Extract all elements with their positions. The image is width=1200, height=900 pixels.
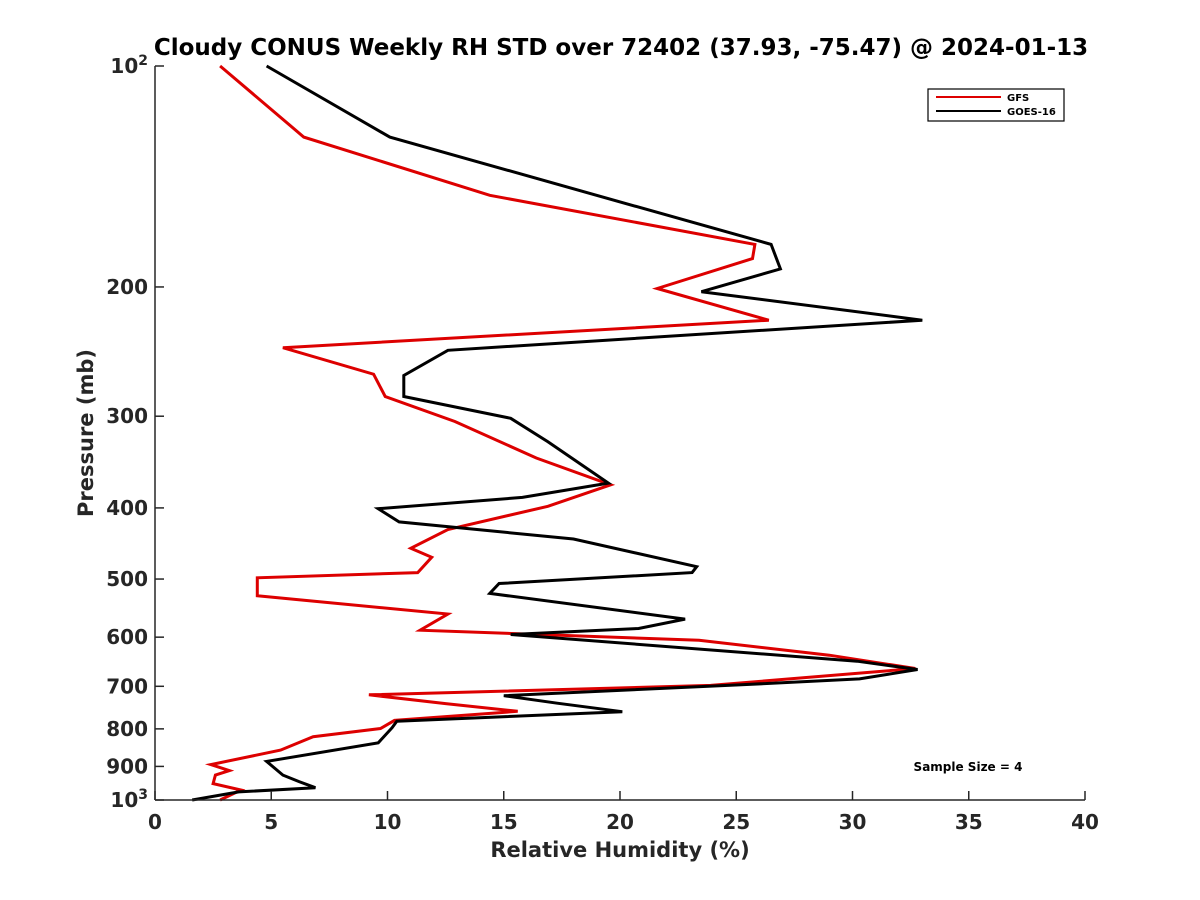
- y-tick-label-base-700: 700: [106, 674, 148, 698]
- x-tick-label-30: 30: [839, 810, 867, 834]
- y-tick-label-base-800: 800: [106, 717, 148, 741]
- sample-size-annotation: Sample Size = 4: [914, 760, 1023, 774]
- y-tick-label-base-1000: 10: [110, 788, 138, 812]
- y-tick-label-100: 102: [110, 53, 148, 78]
- y-tick-label-base-900: 900: [106, 754, 148, 778]
- y-tick-label-base-500: 500: [106, 567, 148, 591]
- x-tick-label-5: 5: [264, 810, 278, 834]
- x-tick-label-35: 35: [955, 810, 983, 834]
- y-tick-label-base-300: 300: [106, 404, 148, 428]
- y-tick-label-400: 400: [106, 496, 148, 520]
- y-tick-label-base-400: 400: [106, 496, 148, 520]
- x-axis-ticks: 0 5 10 15 20 25 30 35 40: [148, 791, 1099, 834]
- y-tick-label-500: 500: [106, 567, 148, 591]
- y-tick-label-exponent-1000: 3: [138, 787, 148, 803]
- plot-area: [191, 64, 923, 802]
- x-tick-label-20: 20: [606, 810, 634, 834]
- x-tick-label-25: 25: [722, 810, 750, 834]
- x-tick-label-40: 40: [1071, 810, 1099, 834]
- legend-label-gfs: GFS: [1007, 93, 1029, 104]
- y-tick-label-base-100: 10: [110, 54, 138, 78]
- x-tick-label-0: 0: [148, 810, 162, 834]
- legend: GFS GOES-16: [927, 88, 1065, 122]
- y-tick-label-exponent-100: 2: [138, 53, 148, 69]
- y-tick-label-300: 300: [106, 404, 148, 428]
- series-line-goes-16: [191, 64, 923, 802]
- legend-label-goes-16: GOES-16: [1007, 107, 1056, 118]
- x-tick-label-10: 10: [374, 810, 402, 834]
- y-tick-label-600: 600: [106, 625, 148, 649]
- y-tick-label-200: 200: [106, 275, 148, 299]
- y-tick-label-base-200: 200: [106, 275, 148, 299]
- x-axis-label: Relative Humidity (%): [490, 838, 749, 862]
- y-tick-label-900: 900: [106, 754, 148, 778]
- series-line-gfs: [204, 64, 916, 802]
- x-tick-label-15: 15: [490, 810, 518, 834]
- y-tick-label-base-600: 600: [106, 625, 148, 649]
- y-axis-label: Pressure (mb): [74, 349, 98, 517]
- y-tick-label-700: 700: [106, 674, 148, 698]
- legend-box: [927, 88, 1065, 122]
- y-tick-label-1000: 103: [110, 787, 148, 812]
- chart-title: Cloudy CONUS Weekly RH STD over 72402 (3…: [154, 35, 1088, 61]
- y-tick-label-800: 800: [106, 717, 148, 741]
